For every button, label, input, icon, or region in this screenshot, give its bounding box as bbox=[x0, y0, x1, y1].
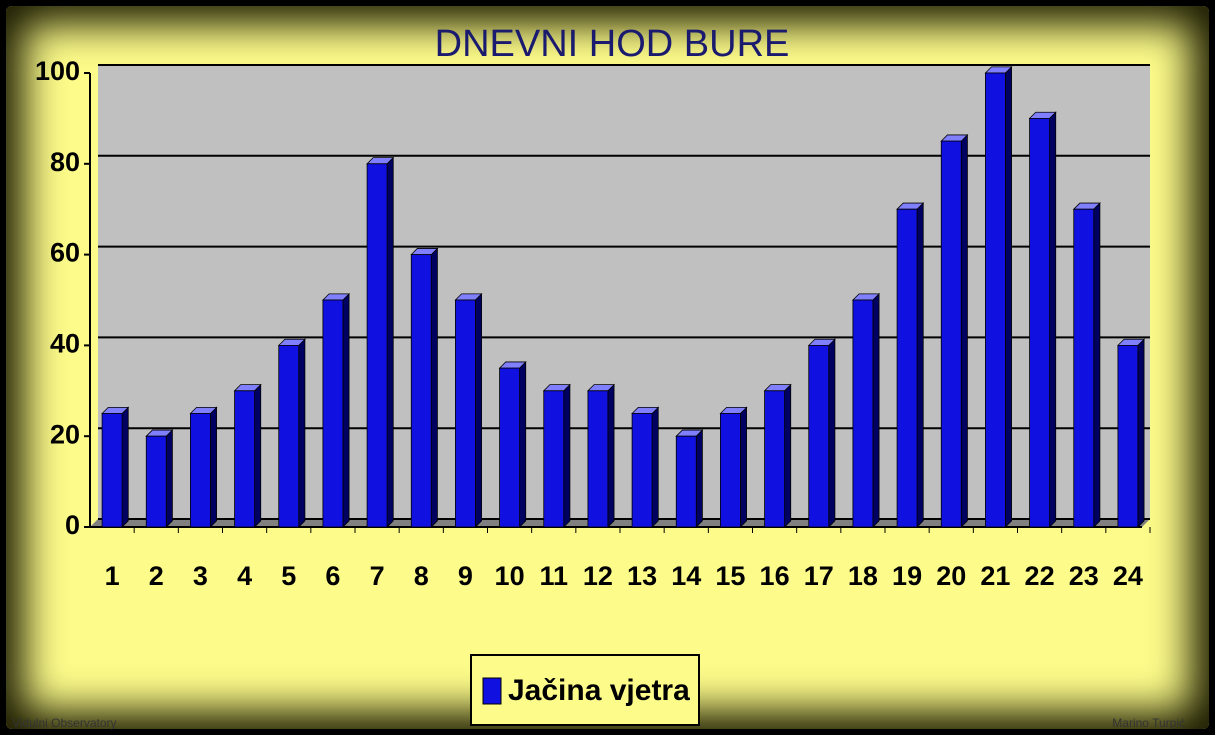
bar bbox=[852, 299, 874, 528]
bar bbox=[720, 413, 741, 528]
x-tick-label: 6 bbox=[325, 561, 340, 591]
x-tick-label: 14 bbox=[671, 561, 701, 591]
x-tick-label: 11 bbox=[539, 561, 568, 591]
bar bbox=[1117, 344, 1139, 528]
x-tick-label: 23 bbox=[1069, 561, 1099, 591]
bar-side bbox=[386, 156, 394, 528]
bar-side bbox=[165, 429, 173, 528]
bar-side bbox=[430, 247, 438, 528]
y-tick-label: 0 bbox=[65, 510, 80, 540]
x-tick-label: 1 bbox=[105, 561, 120, 591]
bar-side bbox=[563, 383, 571, 528]
bar-side bbox=[607, 383, 615, 528]
bar-side bbox=[1137, 338, 1145, 528]
bar bbox=[410, 254, 432, 528]
bar-side bbox=[872, 292, 880, 528]
bar bbox=[145, 435, 167, 528]
y-tick-label: 40 bbox=[50, 329, 80, 359]
bar bbox=[234, 390, 255, 528]
y-tick-label: 80 bbox=[50, 147, 80, 177]
bar bbox=[190, 413, 211, 528]
legend: Jačina vjetra bbox=[470, 654, 700, 726]
bar bbox=[1073, 208, 1095, 528]
bar bbox=[278, 344, 300, 528]
bar bbox=[985, 72, 1006, 528]
bar bbox=[366, 163, 388, 528]
bar bbox=[940, 140, 962, 528]
bar bbox=[631, 413, 653, 528]
source: Vidulni Observatory bbox=[12, 716, 117, 730]
bar bbox=[675, 435, 697, 528]
bar-side bbox=[651, 406, 659, 528]
bar bbox=[101, 413, 123, 528]
bar-side bbox=[784, 383, 792, 528]
x-tick-label: 2 bbox=[149, 561, 164, 591]
x-tick-label: 18 bbox=[848, 561, 878, 591]
x-tick-label: 5 bbox=[281, 561, 296, 591]
legend-label: Jačina vjetra bbox=[508, 674, 690, 707]
bar bbox=[808, 344, 830, 528]
x-tick-label: 13 bbox=[627, 561, 657, 591]
bar-side bbox=[210, 406, 217, 528]
y-tick-label: 100 bbox=[35, 56, 80, 86]
x-tick-label: 20 bbox=[936, 561, 966, 591]
bar-side bbox=[254, 383, 262, 528]
y-tick-label: 60 bbox=[50, 238, 80, 268]
bar bbox=[322, 299, 344, 528]
floor bbox=[90, 519, 1150, 527]
legend-swatch bbox=[482, 677, 502, 705]
bar-side bbox=[695, 429, 703, 528]
y-tick-label: 20 bbox=[50, 419, 80, 449]
x-tick-label: 9 bbox=[458, 561, 473, 591]
bar-side bbox=[740, 406, 747, 528]
bar-side bbox=[121, 406, 129, 528]
x-tick-label: 12 bbox=[583, 561, 613, 591]
x-tick-label: 4 bbox=[237, 561, 252, 591]
bar-side bbox=[342, 292, 350, 528]
x-tick-label: 22 bbox=[1025, 561, 1055, 591]
bar-side bbox=[519, 360, 527, 528]
x-tick-label: 8 bbox=[414, 561, 429, 591]
bar bbox=[764, 390, 785, 528]
bar bbox=[499, 367, 520, 528]
x-tick-label: 3 bbox=[193, 561, 208, 591]
bar-side bbox=[1093, 202, 1101, 528]
x-tick-label: 19 bbox=[892, 561, 922, 591]
x-tick-label: 24 bbox=[1113, 561, 1143, 591]
x-tick-label: 7 bbox=[370, 561, 385, 591]
chart-title: DNEVNI HOD BURE bbox=[435, 23, 790, 65]
bar bbox=[543, 390, 565, 528]
bar-side bbox=[960, 133, 968, 528]
plot-area bbox=[98, 65, 1150, 519]
bar bbox=[587, 390, 609, 528]
bar-side bbox=[1049, 111, 1057, 528]
x-tick-label: 17 bbox=[804, 561, 834, 591]
x-tick-label: 21 bbox=[980, 561, 1010, 591]
x-tick-label: 15 bbox=[715, 561, 745, 591]
bar bbox=[1029, 118, 1050, 528]
bar-side bbox=[1005, 65, 1012, 528]
bar-side bbox=[828, 338, 836, 528]
bar-side bbox=[298, 338, 306, 528]
bar-side bbox=[916, 202, 924, 528]
bar bbox=[455, 299, 476, 528]
x-tick-label: 10 bbox=[495, 561, 525, 591]
credit: Marino Turpić bbox=[1112, 716, 1185, 730]
bar-side bbox=[475, 292, 482, 528]
bar bbox=[896, 208, 918, 528]
legend-box bbox=[470, 654, 700, 726]
x-tick-label: 16 bbox=[760, 561, 790, 591]
